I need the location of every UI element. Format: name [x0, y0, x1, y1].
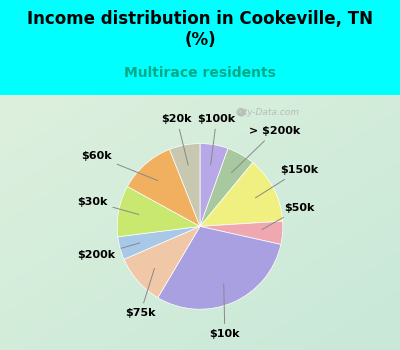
Wedge shape [200, 162, 283, 226]
Text: City-Data.com: City-Data.com [236, 107, 300, 117]
Text: Multirace residents: Multirace residents [124, 66, 276, 80]
Text: Income distribution in Cookeville, TN
(%): Income distribution in Cookeville, TN (%… [27, 10, 373, 49]
Text: $200k: $200k [77, 243, 140, 260]
Text: > $200k: > $200k [232, 126, 300, 173]
Wedge shape [170, 144, 200, 226]
Wedge shape [117, 187, 200, 237]
Text: $50k: $50k [262, 203, 314, 230]
Wedge shape [200, 148, 253, 226]
Text: $75k: $75k [125, 268, 156, 318]
Wedge shape [200, 221, 283, 244]
Text: $30k: $30k [77, 197, 139, 215]
Wedge shape [124, 226, 200, 298]
Wedge shape [200, 144, 228, 226]
Text: $10k: $10k [210, 284, 240, 339]
Text: $60k: $60k [81, 151, 158, 181]
Wedge shape [158, 226, 281, 309]
Wedge shape [128, 149, 200, 226]
Wedge shape [118, 226, 200, 259]
Text: $100k: $100k [198, 114, 236, 165]
Text: $150k: $150k [256, 165, 318, 198]
Text: $20k: $20k [162, 114, 192, 165]
